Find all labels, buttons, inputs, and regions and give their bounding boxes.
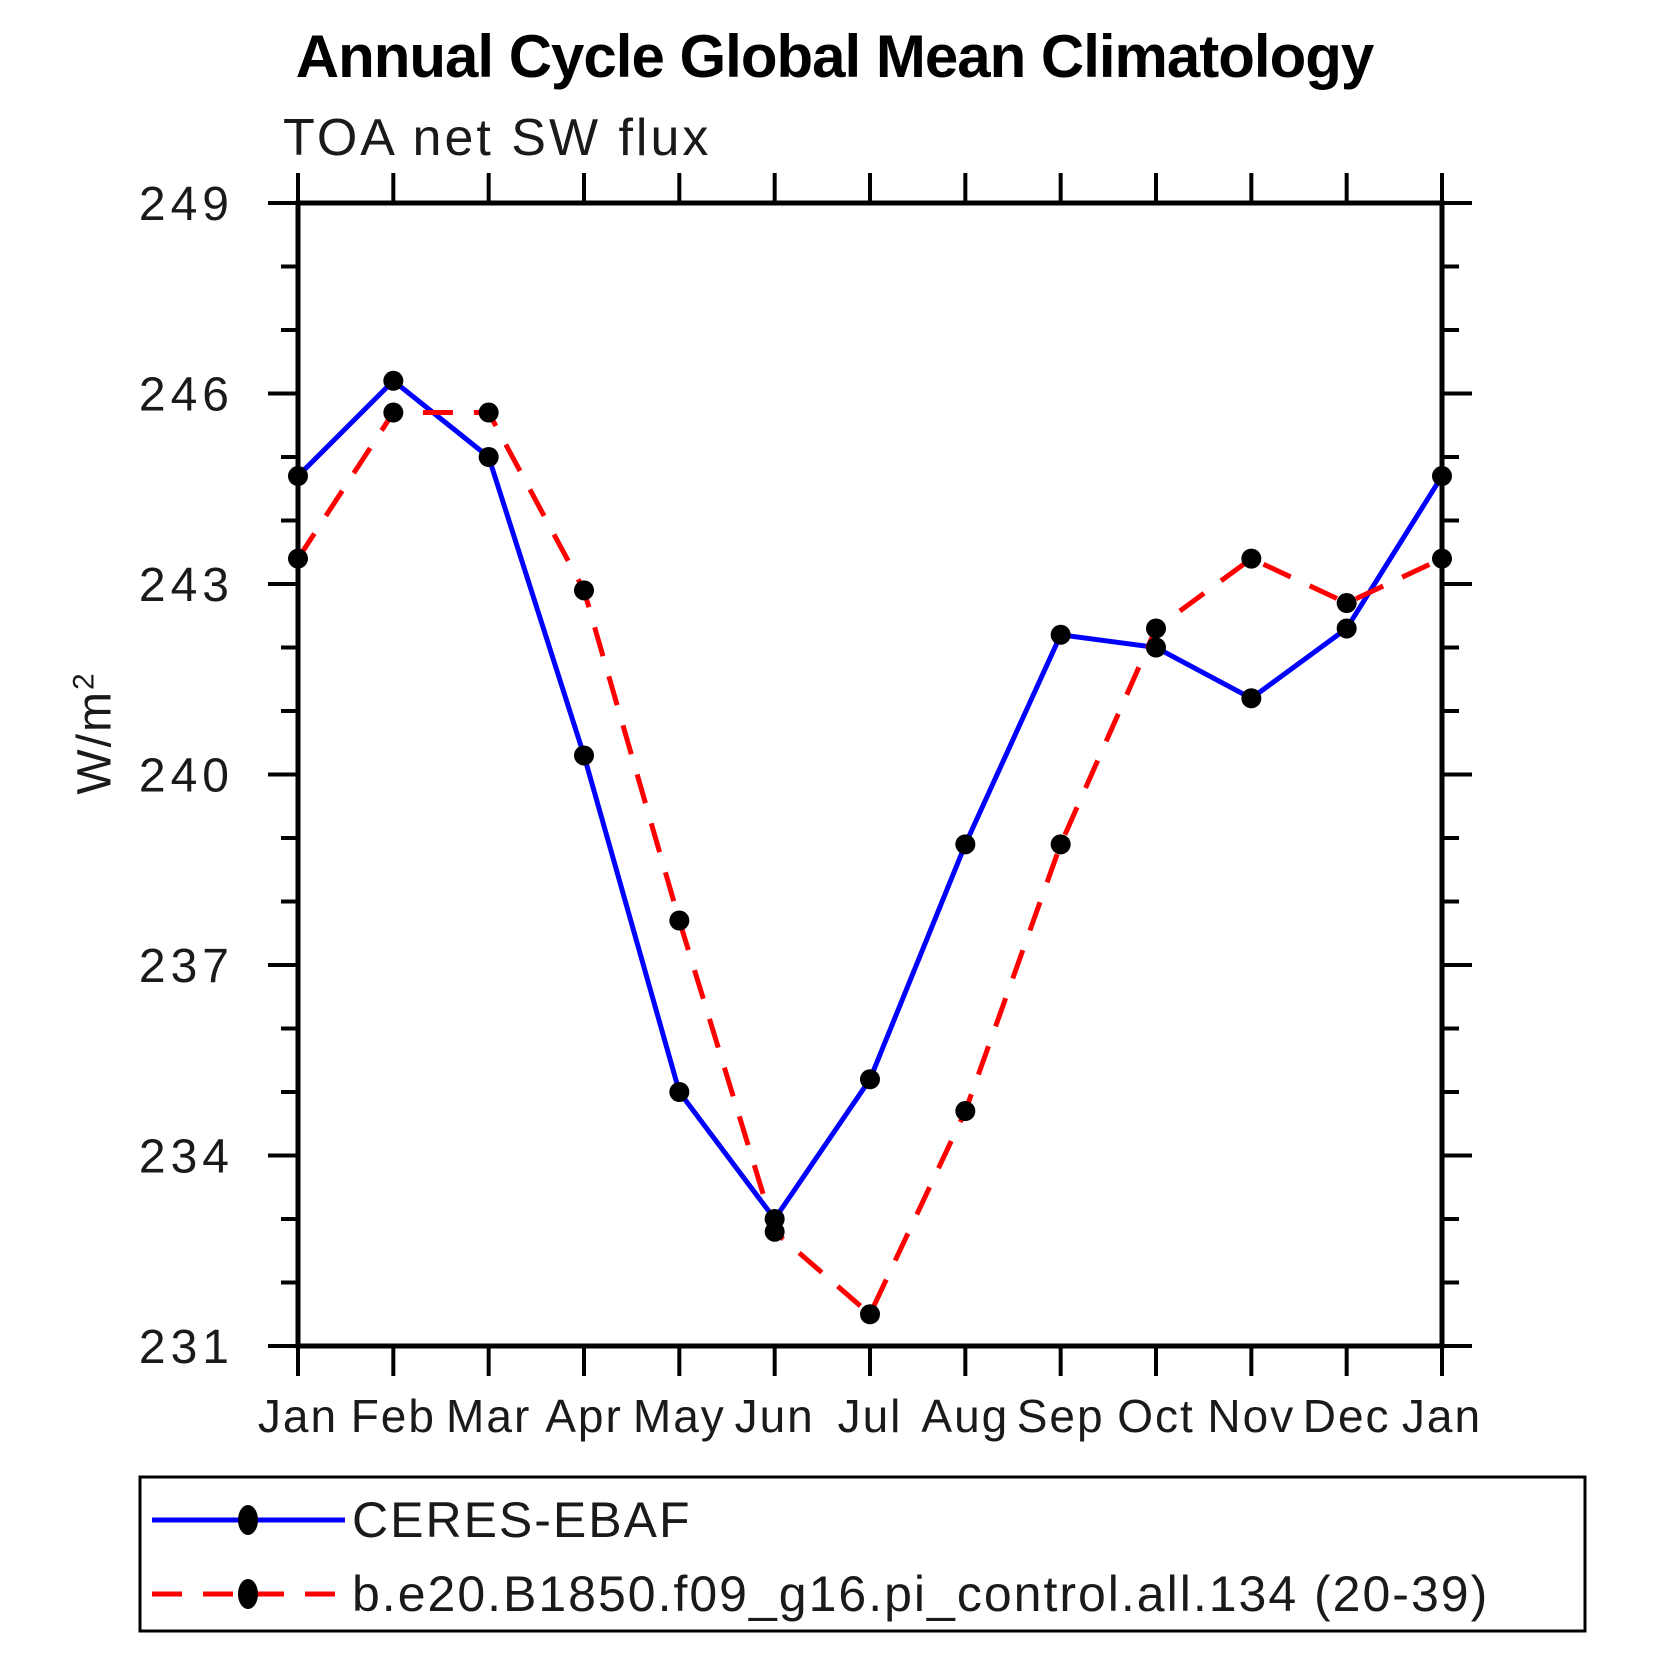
y-tick-label: 246 <box>139 369 234 422</box>
legend-sample-marker-0 <box>238 1505 258 1535</box>
x-tick-label: Apr <box>545 1390 623 1442</box>
data-point <box>574 745 594 766</box>
y-tick-label: 240 <box>139 750 234 803</box>
data-point <box>478 447 499 467</box>
data-point <box>574 580 594 601</box>
legend-label-1: b.e20.B1850.f09_g16.pi_control.all.134 (… <box>352 1566 1489 1622</box>
data-point <box>1336 593 1357 614</box>
x-tick-label: Aug <box>921 1390 1009 1442</box>
data-point <box>288 466 308 487</box>
plot-frame <box>295 200 1445 1349</box>
data-point <box>1432 466 1452 487</box>
legend-sample-marker-1 <box>238 1579 258 1609</box>
series-line-0 <box>296 377 1445 1224</box>
data-point <box>764 1221 785 1242</box>
chart-title: Annual Cycle Global Mean Climatology <box>295 23 1375 90</box>
data-point <box>383 402 404 423</box>
legend-label-0: CERES-EBAF <box>352 1492 692 1548</box>
data-point <box>1241 688 1262 709</box>
data-point <box>1146 637 1166 658</box>
data-point <box>1050 624 1071 645</box>
y-tick-label: 243 <box>139 559 234 612</box>
y-tick-label: 249 <box>139 178 234 231</box>
data-point <box>860 1304 880 1325</box>
legend-box <box>138 1475 1587 1633</box>
x-tick-label: Jan <box>1402 1390 1482 1442</box>
data-point <box>288 548 308 569</box>
chart-subtitle: TOA net SW flux <box>283 109 712 167</box>
x-tick-label: Jul <box>838 1390 903 1442</box>
data-point <box>955 834 976 855</box>
data-point <box>1432 548 1452 569</box>
x-tick-label: Jun <box>735 1390 815 1442</box>
series-line-1 <box>295 410 1444 1319</box>
x-tick-label: May <box>633 1390 726 1442</box>
x-tick-label: Mar <box>446 1390 531 1442</box>
x-tick-label: Sep <box>1017 1390 1105 1442</box>
y-tick-label: 237 <box>139 940 234 993</box>
data-point <box>860 1069 880 1090</box>
x-tick-label: Oct <box>1117 1390 1195 1442</box>
data-point <box>1050 834 1071 855</box>
y-tick-label: 234 <box>139 1131 234 1184</box>
data-point <box>955 1101 976 1122</box>
x-tick-label: Nov <box>1207 1390 1295 1442</box>
y-tick-label: 231 <box>139 1321 234 1374</box>
data-point <box>669 1082 690 1102</box>
data-point <box>1146 618 1166 639</box>
data-point <box>383 370 404 391</box>
data-point <box>1336 618 1357 639</box>
data-point <box>478 402 499 423</box>
x-tick-label: Feb <box>351 1390 436 1442</box>
x-tick-label: Jan <box>258 1390 338 1442</box>
data-point <box>1241 548 1262 569</box>
data-point <box>669 910 690 931</box>
x-tick-label: Dec <box>1303 1390 1391 1442</box>
